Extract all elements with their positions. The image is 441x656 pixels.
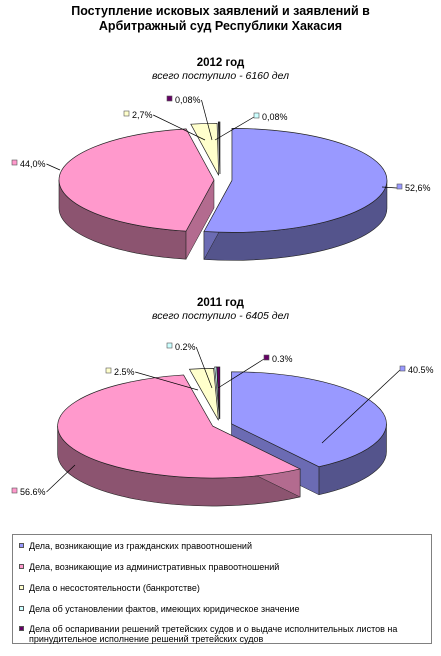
data-label-bankruptcy: 2.5% (114, 367, 135, 377)
label-swatch-facts (166, 342, 173, 349)
pie-tops (57, 366, 387, 479)
leader-line-arbitration (217, 358, 265, 389)
legend-swatch (19, 564, 24, 569)
leader-line-bankruptcy (153, 114, 206, 141)
chart-2011-title: 2011 год (197, 297, 244, 309)
leader-line-administrative (46, 163, 61, 171)
leader-line-administrative (46, 464, 76, 493)
legend-swatch (19, 606, 24, 611)
label-swatch-arbitration (263, 354, 270, 361)
leader-line-civil (321, 369, 401, 444)
leader-line-civil (381, 186, 398, 189)
legend-swatch (19, 543, 24, 548)
label-swatch-bankruptcy (123, 110, 130, 117)
legend-label: Дела о несостоятельности (банкротстве) (29, 583, 200, 593)
leader-line-arbitration (214, 116, 255, 141)
label-swatch-arbitration (253, 112, 260, 119)
legend-swatch (19, 626, 24, 631)
label-swatch-civil (399, 365, 406, 372)
pie-tops (58, 121, 388, 233)
label-swatch-civil (396, 183, 403, 190)
data-label-civil: 40.5% (408, 365, 434, 375)
legend-label: Дела об установлении фактов, имеющих юри… (29, 604, 300, 614)
legend-label: Дела, возникающие из административных пр… (29, 562, 280, 572)
chart-2012-title: 2012 год (196, 57, 245, 69)
chart-2012-subtitle: всего поступило - 6160 дел (152, 70, 289, 82)
pie-chart-2012: 52,6% 44,0% 2,7% 0,08% 0,08% (11, 95, 431, 261)
data-label-arbitration: 0.3% (272, 354, 293, 364)
pie-labels: 52,6% 44,0% 2,7% 0,08% 0,08% (11, 95, 431, 193)
pie-chart-2011: 40.5% 56.6% 2.5% 0.2% 0.3% (11, 342, 434, 507)
pie-slice-administrative (58, 128, 215, 232)
label-swatch-administrative (11, 487, 18, 494)
label-swatch-bankruptcy (105, 367, 112, 374)
pie-slice-arbitration (216, 366, 221, 419)
data-label-civil: 52,6% (405, 183, 431, 193)
data-label-arbitration: 0,08% (262, 112, 288, 122)
pie-slice-bankruptcy (188, 368, 219, 421)
pie-slice-civil (203, 128, 388, 233)
chart-2011-subtitle: всего поступило - 6405 дел (152, 310, 289, 322)
leader-line-facts (195, 346, 213, 389)
main-title: Поступление исковых заявлений и заявлени… (0, 4, 441, 34)
label-swatch-administrative (11, 159, 18, 166)
legend-swatch (19, 585, 24, 590)
legend-label: Дела, возникающие из гражданских правоот… (29, 541, 252, 551)
leader-line-bankruptcy (135, 371, 199, 391)
data-label-facts: 0.2% (175, 342, 196, 352)
pie-slice-civil (231, 371, 387, 468)
pie-slice-administrative (57, 374, 302, 479)
legend: Дела, возникающие из гражданских правоот… (12, 534, 432, 644)
label-swatch-facts (166, 95, 173, 102)
main-title-line-1: Поступление исковых заявлений и заявлени… (71, 4, 370, 18)
pie-labels: 40.5% 56.6% 2.5% 0.2% 0.3% (11, 342, 434, 497)
data-label-administrative: 44,0% (20, 159, 46, 169)
data-label-facts: 0,08% (175, 95, 201, 105)
legend-label: Дела об оспаривании решений третейских с… (29, 624, 398, 644)
pie-slice-arbitration (218, 121, 221, 174)
data-label-administrative: 56.6% (20, 487, 46, 497)
leader-line-facts (201, 99, 213, 141)
data-label-bankruptcy: 2,7% (132, 110, 153, 120)
main-title-line-2: Арбитражный суд Республики Хакасия (98, 19, 343, 33)
